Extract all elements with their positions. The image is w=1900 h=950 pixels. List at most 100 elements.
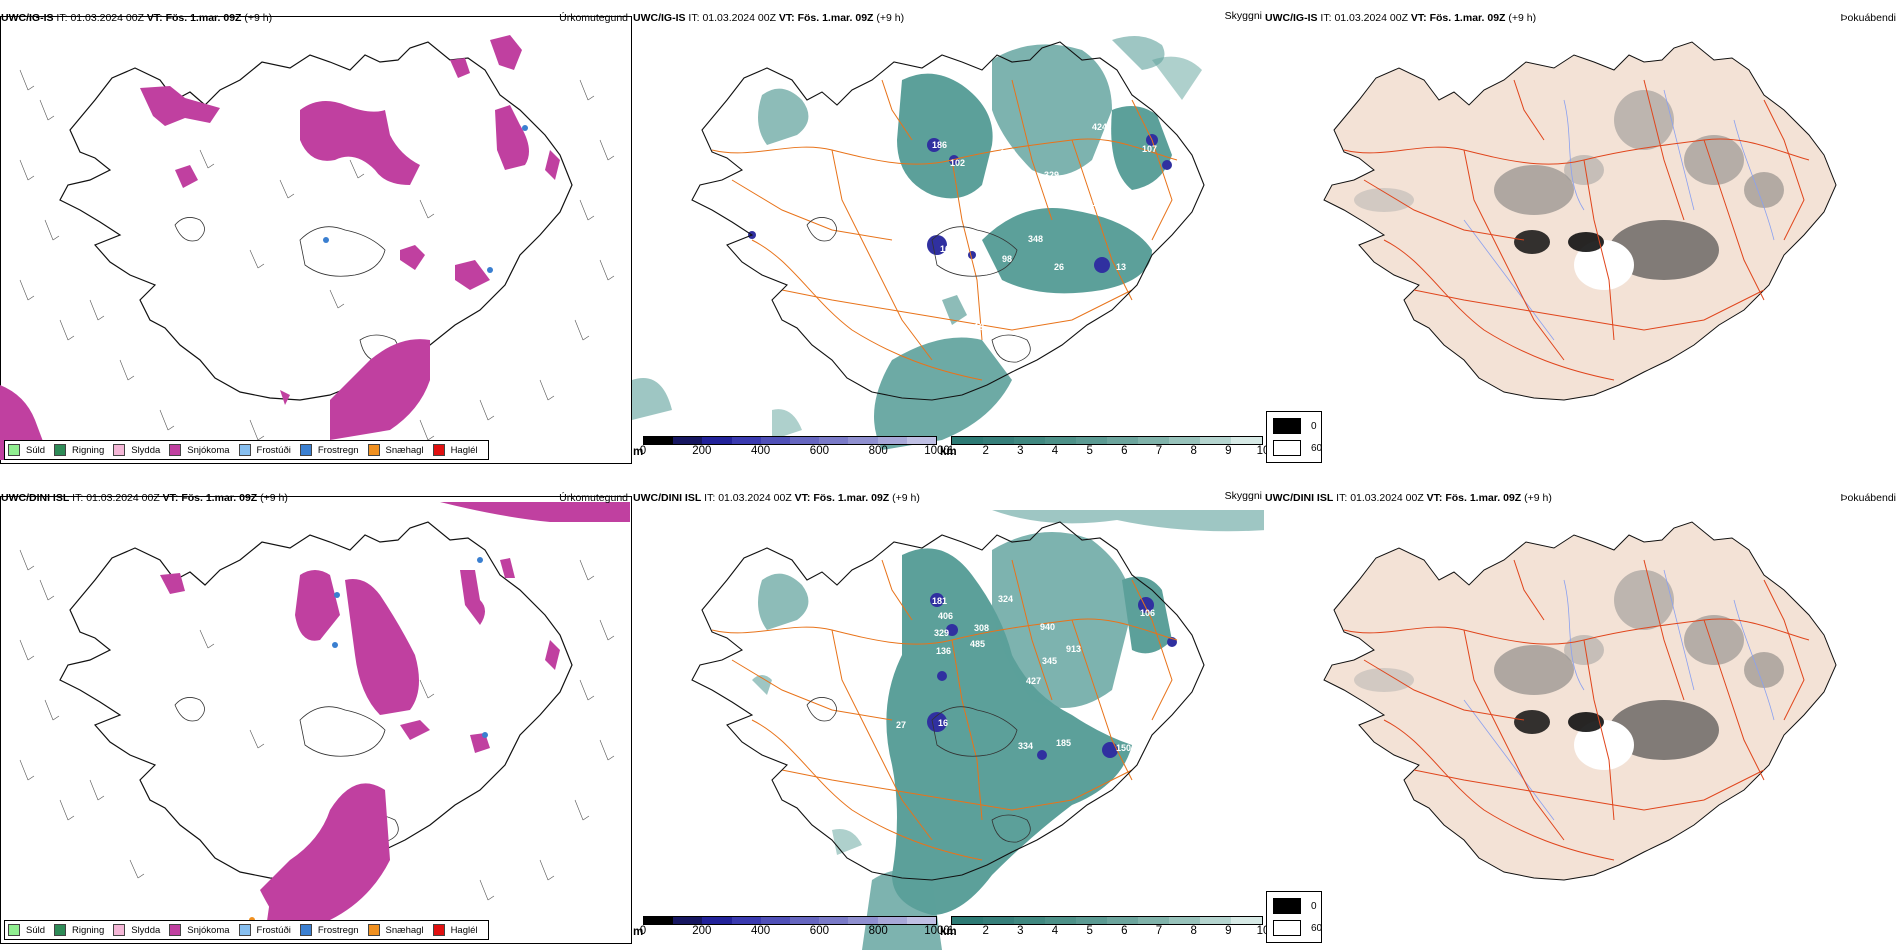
legend-item: Snæhagl xyxy=(367,444,424,456)
colorbar-swatch xyxy=(1138,917,1169,924)
panel-title: UWC/IG-IS IT: 01.03.2024 00Z VT: Fös. 1.… xyxy=(633,12,905,24)
visibility-panel-bottom: UWC/DINI ISL IT: 01.03.2024 00Z VT: Fös.… xyxy=(632,480,1264,950)
colorbar-swatch xyxy=(952,917,983,924)
visibility-colorbar-bottom: 1 2 3 4 5 6 7 8 9 10 xyxy=(948,916,1270,939)
visibility-colorbar-top: 1 2 3 4 5 6 7 8 9 10 xyxy=(948,436,1270,459)
colorbar-swatch xyxy=(1138,437,1169,444)
colorbar-tick-label: 0 xyxy=(639,925,647,937)
legend-item: Súld xyxy=(8,444,45,456)
legend-item: Rigning xyxy=(54,924,104,936)
colorbar-tick-label: 6 xyxy=(1121,445,1128,457)
visibility-map-top xyxy=(632,0,1264,470)
precip-type-legend: Súld Rigning Slydda Snjókoma Frostúði Fr… xyxy=(4,920,489,940)
visibility-unit: km xyxy=(940,446,957,458)
precip-map-bottom xyxy=(0,480,632,950)
colorbar-swatch xyxy=(1045,437,1076,444)
legend-item: Frostúði xyxy=(238,924,291,936)
ceiling-colorbar-top: 0 200 400 600 800 1000 xyxy=(639,436,950,459)
colorbar-tick-label: 400 xyxy=(751,925,771,937)
legend-item: Frostregn xyxy=(299,924,359,936)
precip-type-legend: Súld Rigning Slydda Snjókoma Frostúði Fr… xyxy=(4,440,489,460)
precip-panel-top: UWC/IG-IS IT: 01.03.2024 00Z VT: Fös. 1.… xyxy=(0,0,632,470)
colorbar-tick-label: 4 xyxy=(1051,925,1059,937)
colorbar-tick-label: 3 xyxy=(1017,445,1024,457)
colorbar-swatch xyxy=(644,917,674,924)
colorbar-tick-label: 800 xyxy=(868,445,888,457)
colorbar-swatch xyxy=(1169,437,1200,444)
colorbar-tick-label: 4 xyxy=(1051,445,1059,457)
colorbar-swatch xyxy=(1200,917,1231,924)
colorbar-tick-label: 0 xyxy=(639,445,647,457)
colorbar-swatch xyxy=(790,437,820,444)
panel-title: UWC/DINI ISL IT: 01.03.2024 00Z VT: Fös.… xyxy=(1265,492,1552,504)
colorbar-tick-label: 600 xyxy=(809,445,829,457)
colorbar-swatch xyxy=(702,437,732,444)
colorbar-swatch xyxy=(1231,437,1262,444)
visibility-colorbar-ticks: 1 2 3 4 5 6 7 8 9 10 xyxy=(948,925,1270,939)
colorbar-swatch xyxy=(906,437,937,444)
panel-title: UWC/IG-IS IT: 01.03.2024 00Z VT: Fös. 1.… xyxy=(1,12,273,24)
fog-map-top xyxy=(1264,0,1896,470)
colorbar-swatch xyxy=(1014,437,1045,444)
colorbar-swatch xyxy=(819,437,849,444)
colorbar-tick-label: 6 xyxy=(1121,925,1128,937)
colorbar-swatch xyxy=(1231,917,1262,924)
ceiling-unit: m xyxy=(633,446,644,458)
legend-item: Snjókoma xyxy=(169,444,230,456)
map-frame xyxy=(0,16,632,464)
colorbar-tick-label: 9 xyxy=(1225,445,1232,457)
visibility-colorbar-ticks: 1 2 3 4 5 6 7 8 9 10 xyxy=(948,445,1270,459)
map-frame xyxy=(0,496,632,944)
ceiling-unit: m xyxy=(633,926,644,938)
colorbar-swatch xyxy=(819,917,849,924)
fog-panel-top: UWC/IG-IS IT: 01.03.2024 00Z VT: Fös. 1.… xyxy=(1264,0,1896,470)
colorbar-swatch xyxy=(983,917,1014,924)
colorbar-tick-label: 7 xyxy=(1155,445,1163,457)
ceiling-colorbar-ticks: 0 200 400 600 800 1000 xyxy=(639,925,950,939)
legend-item: Rigning xyxy=(54,444,104,456)
colorbar-swatch xyxy=(952,437,983,444)
colorbar-swatch xyxy=(877,437,907,444)
visibility-map-bottom xyxy=(632,480,1264,950)
colorbar-swatch xyxy=(673,917,703,924)
fog-legend-top: 0 60 xyxy=(1266,411,1322,463)
panel-variable-label: Úrkomutegund xyxy=(559,492,628,504)
legend-item: Slydda xyxy=(113,444,160,456)
visibility-colorbar-swatches xyxy=(951,436,1263,445)
colorbar-tick-label: 600 xyxy=(809,925,829,937)
panel-title: UWC/IG-IS IT: 01.03.2024 00Z VT: Fös. 1.… xyxy=(1265,12,1537,24)
colorbar-tick-label: 1000 xyxy=(924,925,950,937)
colorbar-swatch xyxy=(1045,917,1076,924)
colorbar-tick-label: 8 xyxy=(1190,925,1197,937)
colorbar-swatch xyxy=(983,437,1014,444)
colorbar-tick-label: 5 xyxy=(1086,925,1093,937)
precip-map-top xyxy=(0,0,632,470)
colorbar-tick-label: 8 xyxy=(1190,445,1197,457)
colorbar-tick-label: 5 xyxy=(1086,445,1093,457)
colorbar-swatch xyxy=(1076,917,1107,924)
colorbar-tick-label: 200 xyxy=(692,925,712,937)
panel-variable-label: Úrkomutegund xyxy=(559,12,628,24)
colorbar-swatch xyxy=(731,917,761,924)
ceiling-colorbar-bottom: 0 200 400 600 800 1000 xyxy=(639,916,950,939)
precip-panel-bottom: UWC/DINI ISL IT: 01.03.2024 00Z VT: Fös.… xyxy=(0,480,632,950)
colorbar-tick-label: 800 xyxy=(868,925,888,937)
colorbar-swatch xyxy=(1107,917,1138,924)
colorbar-tick-label: 9 xyxy=(1225,925,1232,937)
legend-item: Haglél xyxy=(432,444,478,456)
colorbar-swatch xyxy=(848,917,878,924)
colorbar-swatch xyxy=(644,437,674,444)
colorbar-swatch xyxy=(906,917,937,924)
legend-item: Snæhagl xyxy=(367,924,424,936)
colorbar-swatch xyxy=(760,917,791,924)
colorbar-swatch xyxy=(702,917,732,924)
visibility-colorbar-swatches xyxy=(951,916,1263,925)
legend-item: Frostregn xyxy=(299,444,359,456)
colorbar-swatch xyxy=(790,917,820,924)
panel-title: UWC/DINI ISL IT: 01.03.2024 00Z VT: Fös.… xyxy=(633,492,920,504)
colorbar-tick-label: 7 xyxy=(1155,925,1163,937)
colorbar-swatch xyxy=(1014,917,1045,924)
fog-panel-bottom: UWC/DINI ISL IT: 01.03.2024 00Z VT: Fös.… xyxy=(1264,480,1896,950)
colorbar-tick-label: 3 xyxy=(1017,925,1024,937)
legend-item: Súld xyxy=(8,924,45,936)
